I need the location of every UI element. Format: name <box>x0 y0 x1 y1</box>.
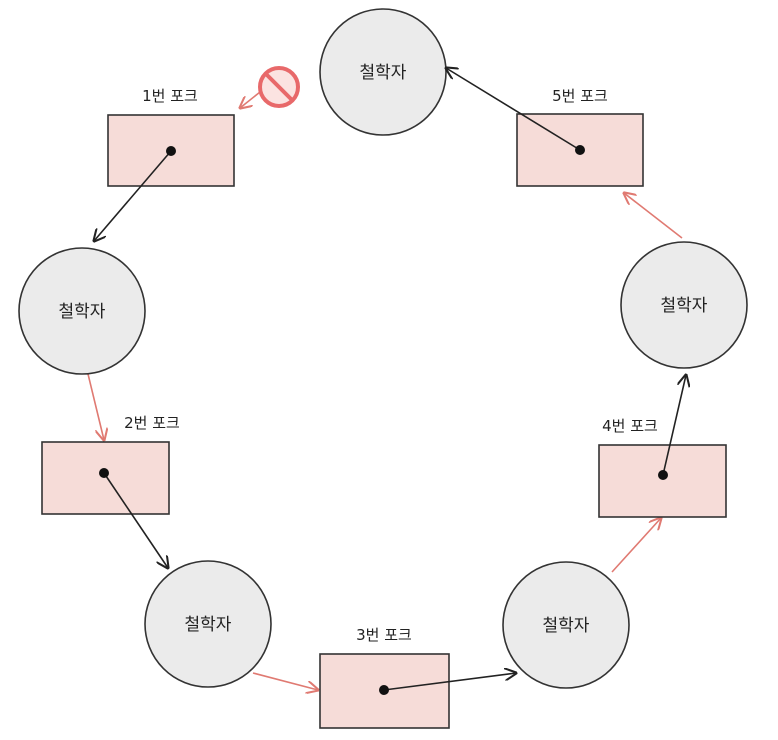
philosopher-left <box>18 247 146 375</box>
forks <box>41 113 727 729</box>
arrow-fork-2-to-p-bottom-left <box>103 472 168 568</box>
philosopher-bottom-left <box>144 560 272 688</box>
fork-dots <box>99 145 668 695</box>
arrow-fork-1-to-p-left <box>94 150 172 241</box>
fork-4-dot <box>658 470 668 480</box>
fork-3-dot <box>379 685 389 695</box>
fork-2-box <box>41 441 170 515</box>
fork-2-label: 2번 포크 <box>124 414 180 432</box>
no-entry-icon <box>258 66 300 108</box>
arrow-p-right-to-fork-5 <box>624 193 683 239</box>
philosophers <box>18 8 748 689</box>
arrow-p-top-to-fork-1 <box>240 91 261 108</box>
philosopher-left-label: 철학자 <box>59 302 106 322</box>
philosopher-bottom-right-label: 철학자 <box>543 616 590 636</box>
philosopher-bottom-left-label: 철학자 <box>185 615 232 635</box>
fork-5-dot <box>575 145 585 155</box>
arrow-fork-3-to-p-bottom-right <box>383 673 516 691</box>
fork-1-dot <box>166 146 176 156</box>
arrow-fork-5-to-p-top <box>446 68 581 151</box>
arrow-p-left-to-fork-2 <box>87 373 104 440</box>
fork-5-label: 5번 포크 <box>552 87 608 105</box>
held-arrows <box>94 68 686 691</box>
philosopher-bottom-right <box>502 561 630 689</box>
fork-4-label: 4번 포크 <box>602 417 658 435</box>
philosopher-top-label: 철학자 <box>360 63 407 83</box>
fork-4-box <box>598 444 727 518</box>
arrow-p-bottom-right-to-fork-4 <box>611 518 661 573</box>
arrow-fork-4-to-p-right <box>662 375 686 476</box>
philosopher-right <box>620 241 748 369</box>
waiting-arrows <box>87 91 683 690</box>
fork-2-dot <box>99 468 109 478</box>
fork-1-label: 1번 포크 <box>142 87 198 105</box>
fork-3-label: 3번 포크 <box>356 626 412 644</box>
philosopher-right-label: 철학자 <box>661 296 708 316</box>
arrow-p-bottom-left-to-fork-3 <box>252 672 318 690</box>
